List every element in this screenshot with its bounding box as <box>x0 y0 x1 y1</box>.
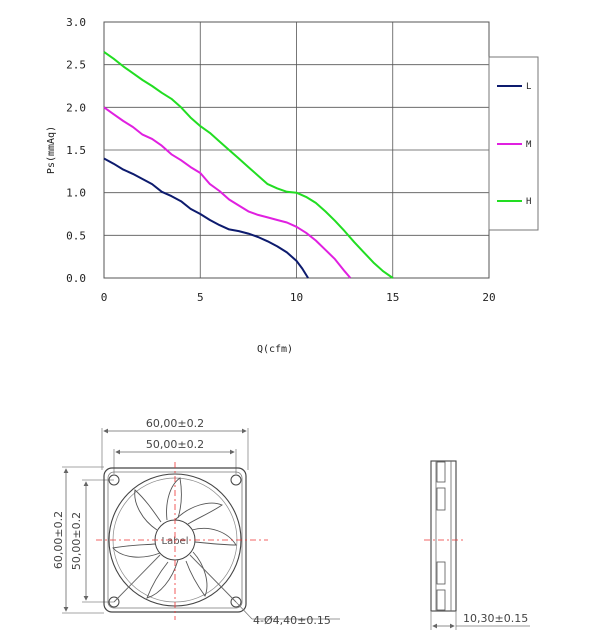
x-tick-label: 15 <box>386 291 399 304</box>
y-tick-label: 2.5 <box>66 59 86 72</box>
dim-width-inner: 50,00±0.2 <box>146 438 204 451</box>
front-view: 60,00±0.2 50,00±0.2 60,00±0.2 50,00±0.2 <box>52 417 340 627</box>
y-tick-label: 3.0 <box>66 16 86 29</box>
fan-hub <box>154 519 196 561</box>
series-line-h <box>103 51 394 279</box>
y-tick-label: 1.5 <box>66 144 86 157</box>
mount-hole-br <box>230 596 242 608</box>
fan-blades <box>112 477 237 599</box>
fan-frame-outline <box>103 467 247 613</box>
dim-width-outer: 60,00±0.2 <box>146 417 204 430</box>
dim-height-outer: 60,00±0.2 <box>52 511 65 569</box>
x-tick-label: 20 <box>482 291 495 304</box>
y-axis-label: Ps(mmAq) <box>46 126 57 174</box>
y-tick-label: 0.5 <box>66 229 86 242</box>
y-tick-label: 2.0 <box>66 101 86 114</box>
dim-thickness: 10,30±0.15 <box>463 612 528 625</box>
x-tick-label: 10 <box>290 291 303 304</box>
chart-grid <box>103 21 490 279</box>
x-tick-label: 0 <box>101 291 108 304</box>
series-line-l <box>103 157 309 279</box>
pq-chart: 0.00.51.01.52.02.53.0 0 5 10 15 20 Ps(mmAq) … <box>46 16 539 355</box>
y-tick-label: 0.0 <box>66 272 86 285</box>
mount-hole-tr <box>230 474 242 486</box>
side-frame <box>430 460 457 612</box>
x-tick-label: 5 <box>197 291 204 304</box>
y-tick-label: 1.0 <box>66 187 86 200</box>
y-tick-labels: 0.0 0.5 1.0 1.5 2.0 2.5 3.0 <box>66 16 86 285</box>
fan-opening <box>108 473 242 607</box>
legend-label-m: M <box>526 140 532 150</box>
mount-hole-tl <box>108 474 120 486</box>
hub-label: Label <box>162 536 189 547</box>
hole-callout: 4-Ø4,40±0.15 <box>253 614 331 627</box>
mount-hole-bl <box>108 596 120 608</box>
x-axis-label: Q(cfm) <box>257 344 293 355</box>
series-line-m <box>103 106 352 279</box>
legend-label-l: L <box>526 82 531 92</box>
chart-series <box>103 51 394 279</box>
side-view: 10,30±0.15 <box>424 460 530 630</box>
dim-height-inner: 50,00±0.2 <box>70 512 83 570</box>
x-tick-labels: 0 5 10 15 20 <box>101 291 496 304</box>
legend-label-h: H <box>526 197 531 207</box>
legend: L M H <box>488 56 539 231</box>
legend-box <box>488 56 539 231</box>
